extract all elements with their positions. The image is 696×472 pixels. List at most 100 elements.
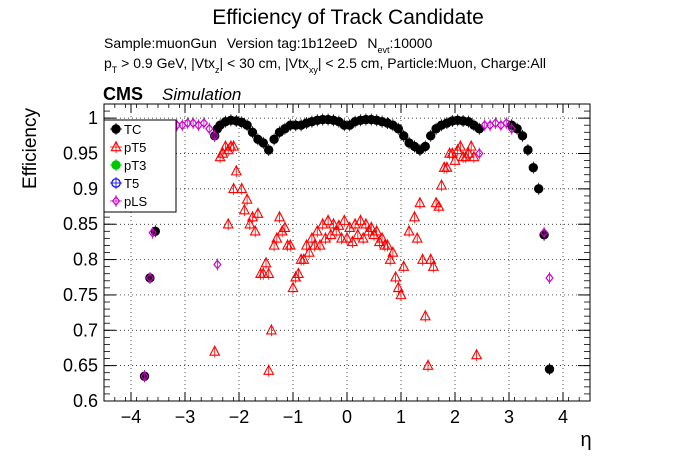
pt5-point (287, 281, 299, 293)
pt5-point (416, 253, 429, 264)
series-pls (140, 117, 554, 383)
pt5-point (227, 140, 240, 151)
tc-point (420, 141, 430, 152)
pt-label: p (104, 55, 112, 71)
pt5-point (352, 228, 364, 240)
series-pt5 (209, 140, 483, 377)
pt5-point (454, 140, 467, 151)
nevt-value: :10000 (390, 35, 433, 51)
pt5-point (360, 217, 372, 229)
x-tick-label: 4 (558, 407, 568, 427)
pt5-point (408, 210, 421, 222)
pt5-point (425, 253, 437, 264)
tc-point (399, 131, 409, 141)
pt5-point (373, 235, 386, 247)
x-tick-label: −4 (121, 407, 142, 427)
x-tick-label: −2 (229, 407, 250, 427)
pls-point (545, 272, 554, 284)
pt5-point (449, 154, 461, 165)
pt5-point (384, 253, 396, 264)
sample-label: Sample:muonGun (104, 35, 217, 51)
legend-label: pLS (124, 194, 147, 209)
pls-point (140, 371, 149, 382)
pt5-point (276, 224, 288, 236)
pt5-point (344, 221, 356, 232)
pt5-point (209, 345, 221, 356)
pt5-point (303, 246, 315, 257)
y-tick-label: 0.6 (73, 391, 98, 411)
pt5-point (273, 210, 286, 222)
pt5-point (265, 323, 278, 335)
pls-point (205, 123, 214, 134)
pt5-point (300, 239, 313, 250)
legend-marker (111, 124, 121, 134)
pls-point (480, 120, 489, 131)
pt5-point (314, 239, 326, 250)
nevt-label: N (367, 35, 377, 51)
pt5-point (419, 309, 431, 321)
pt5-point (403, 224, 415, 236)
x-axis: −4 −3 −2 −1 0 1 2 3 4 (103, 104, 591, 427)
tc-point (258, 138, 268, 148)
pls-point (507, 123, 516, 134)
pt5-point (330, 224, 342, 236)
legend-entry-pls: pLS (110, 194, 147, 209)
y-tick-label: 0.95 (63, 144, 98, 164)
pls-point (539, 227, 549, 238)
pt5-point (227, 182, 240, 194)
tc-point (517, 131, 528, 141)
y-tick-label: 1 (88, 108, 98, 128)
pt5-point (319, 231, 332, 243)
legend-entry-t5: T5 (110, 176, 139, 191)
nevt-subscript: evt (378, 45, 391, 55)
legend-marker (110, 140, 122, 152)
pt5-point (335, 231, 348, 243)
x-axis-label: η (580, 429, 591, 451)
pt5-point (292, 267, 305, 278)
legend-marker (111, 178, 121, 188)
x-tick-label: 0 (342, 407, 352, 427)
grid-lines (104, 104, 590, 402)
pt5-point (470, 348, 483, 360)
pt5-point (246, 210, 259, 222)
legend: TC pT5 pT3 T5 pLS (103, 119, 177, 213)
pt5-point (327, 217, 340, 229)
legend-marker (111, 195, 121, 207)
tc-point (426, 131, 436, 141)
version-label: Version tag:1b12eeD (227, 35, 358, 51)
pls-point (213, 259, 222, 270)
legend-entry-tc: TC (110, 122, 141, 137)
pt5-point (263, 364, 275, 375)
series-tc (139, 113, 555, 383)
pt5-point (254, 267, 267, 278)
pt5-point (217, 147, 229, 158)
legend-label: pT5 (124, 140, 146, 155)
x-tick-label: −3 (175, 407, 196, 427)
pt5-point (443, 147, 456, 158)
pt5-point (252, 207, 264, 218)
pt5-point (325, 228, 337, 240)
legend-label: T5 (124, 176, 139, 191)
chart-title: Efficiency of Track Candidate (212, 6, 484, 29)
pt5-point (260, 256, 272, 268)
y-tick-label: 0.65 (63, 356, 98, 376)
tc-point (242, 120, 252, 130)
pt5-point (357, 231, 369, 243)
pt5-point (311, 224, 323, 236)
pt5-point (414, 196, 426, 208)
y-axis-label: Efficiency (20, 108, 41, 189)
pls-point (502, 117, 511, 129)
tc-point (264, 145, 274, 155)
pls-point (145, 272, 155, 284)
legend-entry-pt5: pT5 (110, 140, 146, 155)
y-tick-label: 0.75 (63, 285, 98, 305)
vtxz-subscript: z (215, 65, 220, 75)
cut-text-b: | < 30 cm, |Vtx (219, 55, 308, 71)
pt5-point (387, 246, 399, 257)
x-tick-label: 2 (450, 407, 460, 427)
tc-point (512, 124, 522, 134)
pt5-point (433, 200, 445, 211)
pt5-point (346, 235, 359, 247)
pt5-point (435, 178, 448, 190)
pt5-point (268, 239, 280, 250)
